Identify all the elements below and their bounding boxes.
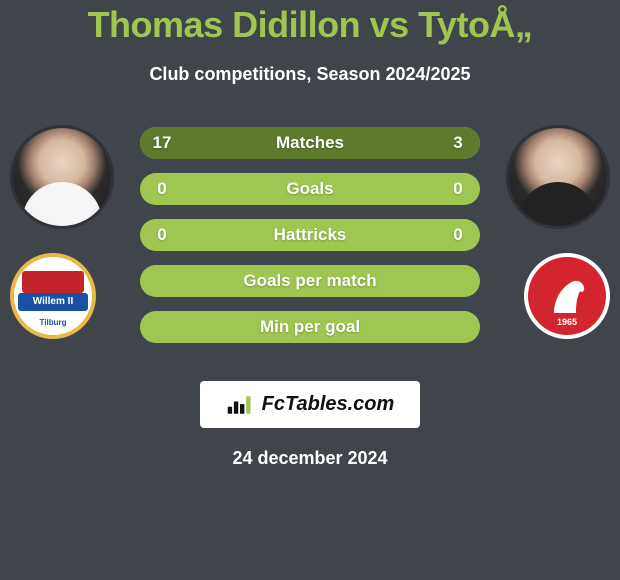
brand-text: FcTables.com	[262, 393, 395, 416]
date-text: 24 december 2024	[232, 448, 387, 469]
bars-icon	[226, 394, 254, 416]
stat-value-right: 0	[436, 179, 480, 199]
comparison-card: Thomas Didillon vs TytoÅ„ Club competiti…	[0, 0, 620, 469]
subtitle: Club competitions, Season 2024/2025	[0, 64, 620, 85]
stat-value-left: 0	[140, 179, 184, 199]
stat-value-left: 17	[140, 133, 184, 153]
player-left-column: Willem II Tilburg	[8, 125, 114, 339]
club-right-badge: 1965	[524, 253, 610, 339]
stat-bar: 0Goals0	[140, 173, 480, 205]
footer: FcTables.com 24 december 2024	[0, 381, 620, 469]
brand-logo: FcTables.com	[200, 381, 421, 428]
club-left-banner: Willem II	[18, 293, 88, 311]
player-right-avatar	[506, 125, 610, 229]
stat-value-left: 0	[140, 225, 184, 245]
stat-bar: 0Hattricks0	[140, 219, 480, 251]
stats-column: 17Matches30Goals00Hattricks0Goals per ma…	[140, 125, 480, 343]
stat-bar: Goals per match	[140, 265, 480, 297]
stat-bar: Min per goal	[140, 311, 480, 343]
stat-label: Hattricks	[184, 225, 436, 245]
player-left-avatar	[10, 125, 114, 229]
page-title: Thomas Didillon vs TytoÅ„	[0, 4, 620, 46]
stat-value-right: 0	[436, 225, 480, 245]
main-row: Willem II Tilburg 17Matches30Goals00Hatt…	[0, 125, 620, 343]
stat-bar: 17Matches3	[140, 127, 480, 159]
stat-label: Goals	[184, 179, 436, 199]
stat-label: Matches	[184, 133, 436, 153]
club-right-year: 1965	[528, 317, 606, 327]
stat-label: Goals per match	[184, 271, 436, 291]
stat-label: Min per goal	[184, 317, 436, 337]
player-right-column: 1965	[506, 125, 612, 339]
club-left-city: Tilburg	[14, 318, 92, 327]
stat-value-right: 3	[436, 133, 480, 153]
club-left-badge: Willem II Tilburg	[10, 253, 96, 339]
horse-icon	[542, 271, 592, 321]
